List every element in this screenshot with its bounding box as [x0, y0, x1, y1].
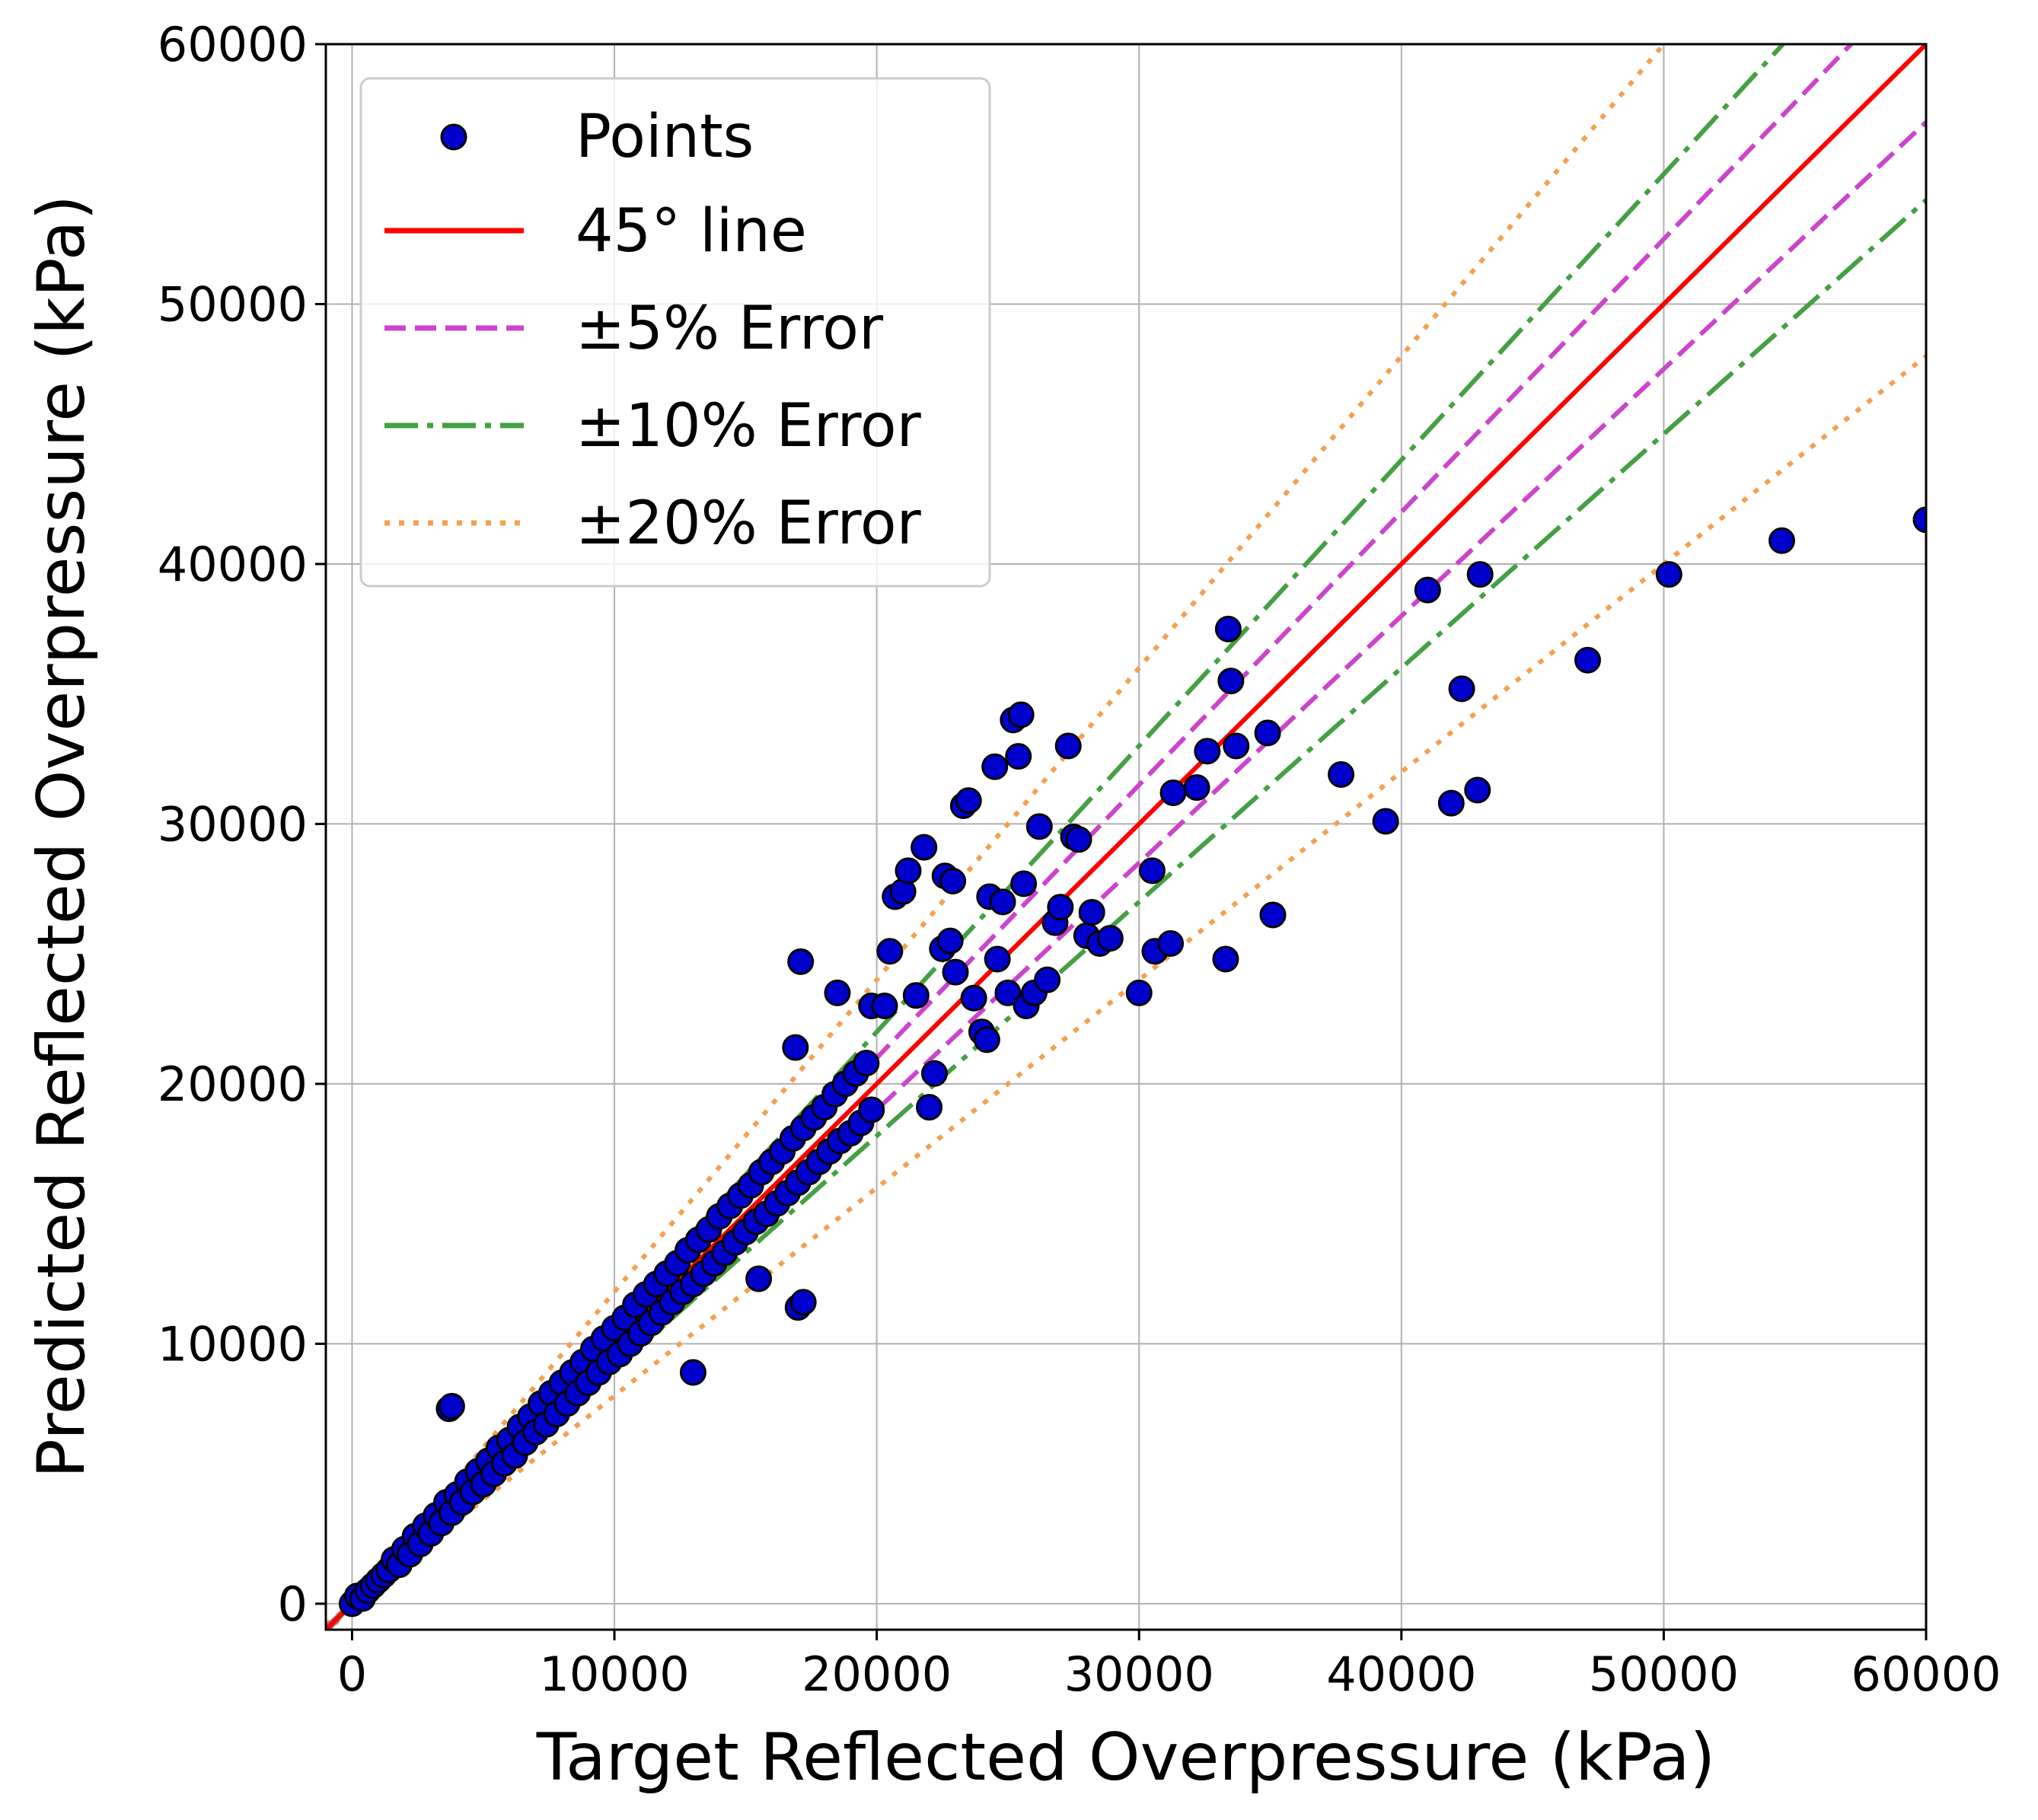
data-point: [960, 984, 987, 1012]
ref-line-err20-upper: [327, 44, 1667, 1630]
legend-item-err10: ±10% Error: [384, 392, 922, 461]
data-point: [1078, 899, 1105, 926]
x-axis-label: Target Reflected Overpressure (kPa): [536, 1720, 1715, 1796]
x-tick-label: 40000: [1326, 1646, 1476, 1702]
data-point: [1157, 930, 1185, 958]
plot-frame: [324, 43, 1928, 1631]
data-point: [745, 1265, 773, 1292]
data-point: [936, 927, 964, 955]
data-point: [871, 992, 898, 1019]
data-point: [1047, 894, 1074, 921]
y-tick-label: 30000: [158, 796, 308, 852]
data-point: [1096, 925, 1124, 952]
legend-frame: [359, 77, 991, 588]
data-point: [789, 1289, 817, 1316]
y-tick-label: 10000: [158, 1316, 308, 1372]
data-point: [1214, 615, 1242, 642]
data-point: [1194, 738, 1221, 765]
x-tick-label: 0: [337, 1646, 367, 1702]
data-point: [876, 938, 904, 965]
x-tick-label: 60000: [1851, 1646, 2001, 1702]
data-point: [1372, 808, 1399, 835]
x-tick-label: 30000: [1064, 1646, 1214, 1702]
data-point: [787, 948, 815, 975]
data-point: [1005, 743, 1032, 770]
legend-item-err20: ±20% Error: [384, 489, 922, 558]
y-tick-label: 0: [278, 1576, 308, 1632]
legend-marker-points: [440, 123, 467, 151]
data-point: [989, 888, 1016, 916]
data-point: [853, 1050, 880, 1077]
legend-label-err20: ±20% Error: [576, 489, 922, 558]
data-point: [994, 979, 1022, 1006]
data-point: [1183, 774, 1210, 802]
data-point: [1138, 857, 1166, 885]
data-point: [824, 979, 851, 1006]
data-point: [1212, 945, 1239, 973]
data-point: [1259, 901, 1287, 929]
data-point: [1254, 719, 1281, 747]
data-point: [1034, 966, 1061, 993]
data-point: [1466, 561, 1494, 588]
data-point: [1414, 576, 1441, 604]
data-point: [942, 958, 969, 986]
legend-item-line45: 45° line: [384, 197, 807, 266]
data-point: [1054, 732, 1082, 760]
data-point: [1328, 761, 1355, 789]
data-point: [1125, 979, 1153, 1006]
data-point: [911, 834, 938, 861]
data-point: [1448, 675, 1475, 703]
data-point: [1007, 701, 1035, 728]
legend: Points 45° line ±5% Error ±10% Error ±20…: [359, 77, 991, 588]
y-tick-label: 50000: [158, 276, 308, 332]
x-tick-label: 20000: [802, 1646, 952, 1702]
data-point: [1655, 561, 1682, 588]
data-point: [1217, 668, 1245, 695]
data-point: [939, 868, 967, 895]
data-points: [338, 506, 1926, 1618]
data-point: [858, 1096, 885, 1124]
data-point: [955, 787, 982, 814]
x-tick-label: 50000: [1589, 1646, 1739, 1702]
legend-label-err5: ±5% Error: [576, 295, 884, 363]
data-point: [782, 1034, 809, 1061]
data-point: [984, 945, 1011, 973]
data-point: [1437, 789, 1465, 817]
legend-label-err10: ±10% Error: [576, 392, 922, 461]
data-point: [981, 753, 1009, 780]
data-point: [902, 982, 930, 1009]
data-point: [1025, 813, 1053, 840]
data-point: [438, 1392, 465, 1420]
data-point: [1223, 732, 1250, 760]
y-tick-label: 20000: [158, 1057, 308, 1112]
data-point: [1574, 646, 1601, 674]
x-tick-label: 10000: [539, 1646, 689, 1702]
data-point: [895, 857, 922, 885]
y-axis-ticks: 0 10000 20000 30000 40000 50000 60000: [158, 17, 326, 1632]
data-point: [1912, 506, 1926, 534]
y-tick-label: 60000: [158, 17, 308, 72]
y-tick-label: 40000: [158, 537, 308, 592]
y-axis-label: Predicted Reflected Overpressure (kPa): [24, 195, 100, 1478]
legend-label-points: Points: [576, 103, 754, 171]
data-point: [1065, 826, 1092, 853]
data-point: [1159, 779, 1187, 806]
legend-label-line45: 45° line: [576, 197, 807, 266]
data-point: [679, 1359, 706, 1386]
data-point: [1768, 527, 1795, 554]
data-point: [1464, 776, 1491, 804]
x-axis-ticks: 0 10000 20000 30000 40000 50000 60000: [337, 1630, 2001, 1702]
data-point: [1010, 870, 1038, 897]
data-point: [920, 1060, 948, 1087]
data-point: [973, 1026, 1000, 1053]
legend-item-points: Points: [440, 103, 754, 171]
data-point: [916, 1094, 943, 1121]
legend-item-err5: ±5% Error: [384, 295, 884, 363]
